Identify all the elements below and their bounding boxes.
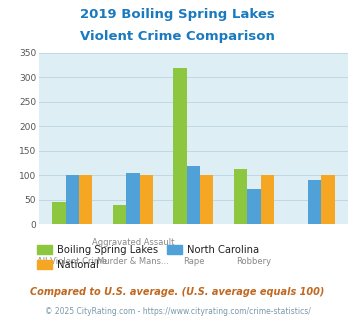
Bar [140,175,153,224]
Bar [113,205,126,224]
Text: Robbery: Robbery [236,257,272,266]
Text: All Violent Crime: All Violent Crime [37,257,108,266]
Text: Rape: Rape [183,257,204,266]
Legend: Boiling Spring Lakes, National, North Carolina: Boiling Spring Lakes, National, North Ca… [33,241,263,274]
Bar [308,180,321,224]
Text: Aggravated Assault: Aggravated Assault [92,238,174,247]
Bar [79,175,92,224]
Bar [187,166,200,224]
Text: Compared to U.S. average. (U.S. average equals 100): Compared to U.S. average. (U.S. average … [30,287,325,297]
Text: Violent Crime Comparison: Violent Crime Comparison [80,30,275,43]
Bar [66,175,79,224]
Text: 2019 Boiling Spring Lakes: 2019 Boiling Spring Lakes [80,8,275,21]
Bar [126,173,140,224]
Bar [234,169,247,224]
Text: © 2025 CityRating.com - https://www.cityrating.com/crime-statistics/: © 2025 CityRating.com - https://www.city… [45,307,310,316]
Bar [200,175,213,224]
Bar [321,175,334,224]
Bar [53,202,66,224]
Bar [247,189,261,224]
Bar [261,175,274,224]
Bar [174,69,187,224]
Text: Murder & Mans...: Murder & Mans... [97,257,169,266]
